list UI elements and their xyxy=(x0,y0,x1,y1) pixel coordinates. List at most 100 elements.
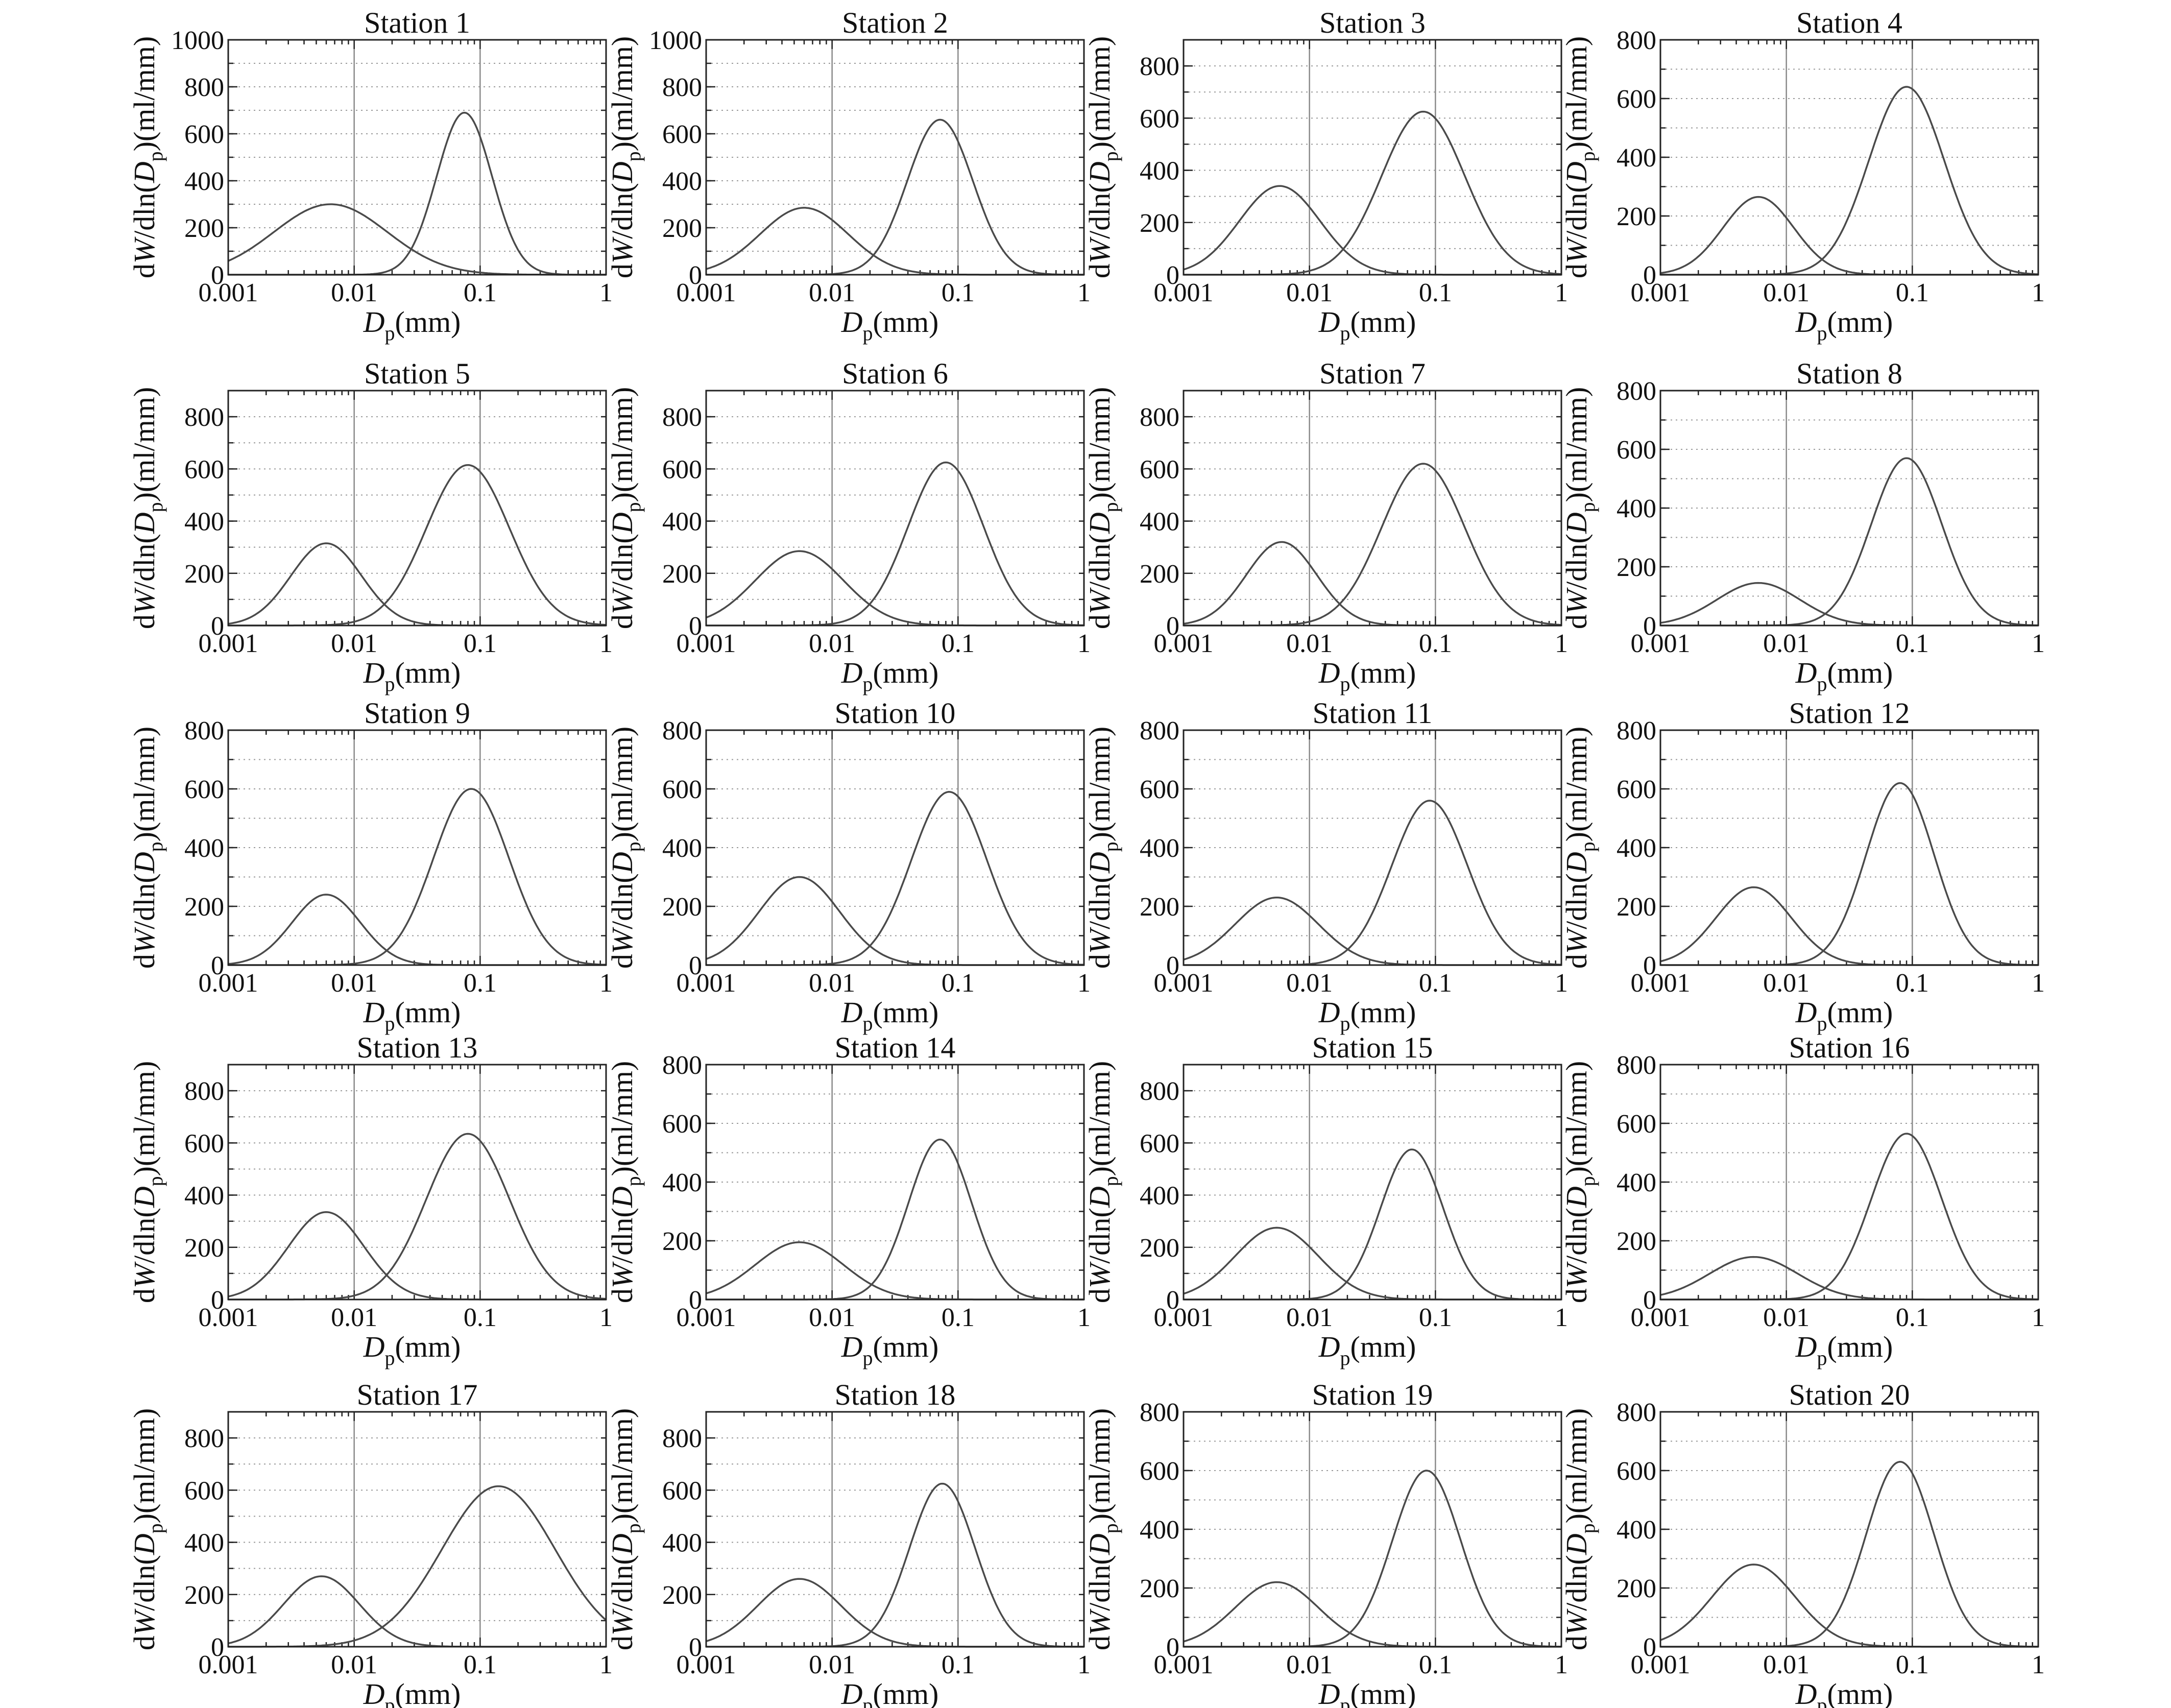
plot-frame xyxy=(227,729,607,966)
y-tick-label: 400 xyxy=(662,167,702,196)
x-axis-label: Dp(mm) xyxy=(363,1677,461,1708)
x-tick-label: 0.1 xyxy=(1419,278,1452,307)
chart-panel-9: 0.001 0.01 0.1 1 0 200 400 600 800 Station 9 Dp(mm… xyxy=(128,696,613,1035)
y-tick-label: 200 xyxy=(1140,893,1179,922)
plot-frame xyxy=(1659,729,2039,966)
y-tick-label: 800 xyxy=(662,716,702,745)
x-axis-label: Dp(mm) xyxy=(363,1330,461,1369)
plot-frame xyxy=(705,1064,1085,1301)
y-axis-label: dW/dln(Dp)(ml/mm) xyxy=(1083,1061,1122,1303)
chart-title: Station 13 xyxy=(357,1031,478,1064)
x-tick-label: 0.001 xyxy=(677,629,736,658)
x-tick-label: 0.01 xyxy=(1286,629,1333,658)
y-axis-label: dW/dln(Dp)(ml/mm) xyxy=(1560,1408,1599,1650)
x-axis-label: Dp(mm) xyxy=(841,996,939,1035)
distribution-curve-2 xyxy=(1660,1133,2039,1301)
y-tick-label: 600 xyxy=(1140,1457,1179,1486)
x-tick-label: 1 xyxy=(1555,1650,1568,1679)
chart-panel-11: 0.001 0.01 0.1 1 0 200 400 600 800 Station 11 Dp(m… xyxy=(1083,696,1568,1035)
plot-frame xyxy=(1183,1411,1562,1648)
y-tick-label: 200 xyxy=(1617,1574,1656,1603)
x-tick-label: 1 xyxy=(599,278,613,307)
y-axis-label: dW/dln(Dp)(ml/mm) xyxy=(606,36,645,278)
y-axis-label: dW/dln(Dp)(ml/mm) xyxy=(1083,36,1122,278)
distribution-curve-1 xyxy=(706,876,1084,966)
x-tick-label: 0.01 xyxy=(1763,1650,1810,1679)
plot-frame xyxy=(705,1411,1085,1648)
y-axis-label: dW/dln(Dp)(ml/mm) xyxy=(128,1061,167,1303)
x-tick-label: 0.1 xyxy=(942,278,975,307)
x-tick-label: 0.1 xyxy=(1419,629,1452,658)
y-tick-label: 800 xyxy=(1617,716,1656,745)
distribution-curve-2 xyxy=(706,1138,1084,1301)
distribution-curve-1 xyxy=(228,1211,606,1301)
x-tick-label: 0.001 xyxy=(1154,969,1214,998)
x-tick-label: 0.1 xyxy=(942,1650,975,1679)
y-axis-label: dW/dln(Dp)(ml/mm) xyxy=(128,1408,167,1650)
distribution-curve-2 xyxy=(1184,110,1562,276)
y-tick-label: 800 xyxy=(1617,26,1656,55)
y-tick-label: 600 xyxy=(662,120,702,149)
y-tick-label: 800 xyxy=(662,1051,702,1080)
y-tick-label: 0 xyxy=(1643,1286,1656,1315)
x-tick-label: 0.1 xyxy=(1896,969,1929,998)
x-tick-label: 1 xyxy=(599,629,613,658)
y-tick-label: 600 xyxy=(1140,104,1179,133)
y-tick-label: 0 xyxy=(1643,612,1656,641)
y-tick-label: 600 xyxy=(184,775,224,804)
y-axis-label: dW/dln(Dp)(ml/mm) xyxy=(1560,1061,1599,1303)
plot-frame xyxy=(1659,39,2039,276)
y-tick-label: 400 xyxy=(184,167,224,196)
y-tick-label: 600 xyxy=(662,775,702,804)
x-tick-label: 0.01 xyxy=(1286,278,1333,307)
y-tick-label: 0 xyxy=(1643,951,1656,980)
x-tick-label: 0.01 xyxy=(1763,969,1810,998)
y-tick-label: 800 xyxy=(1617,1051,1656,1080)
x-tick-label: 0.1 xyxy=(1896,1650,1929,1679)
chart-panel-7: 0.001 0.01 0.1 1 0 200 400 600 800 Station 7 Dp(mm… xyxy=(1083,357,1568,695)
y-tick-label: 200 xyxy=(1617,202,1656,231)
chart-title: Station 11 xyxy=(1313,696,1433,730)
x-tick-label: 1 xyxy=(2032,969,2045,998)
x-tick-label: 1 xyxy=(1077,1650,1091,1679)
chart-panel-17: 0.001 0.01 0.1 1 0 200 400 600 800 Station 17 Dp(m… xyxy=(128,1378,613,1708)
y-tick-label: 200 xyxy=(1140,560,1179,589)
x-tick-label: 0.1 xyxy=(464,1650,497,1679)
y-axis-label: dW/dln(Dp)(ml/mm) xyxy=(606,387,645,629)
x-tick-label: 0.1 xyxy=(464,278,497,307)
distribution-curve-2 xyxy=(1660,782,2038,966)
y-tick-label: 600 xyxy=(662,455,702,484)
distribution-curve-1 xyxy=(228,894,606,966)
y-tick-label: 400 xyxy=(662,1529,702,1558)
distribution-curve-2 xyxy=(1660,86,2039,276)
x-tick-label: 0.01 xyxy=(331,969,377,998)
y-tick-label: 400 xyxy=(184,508,224,537)
chart-title: Station 2 xyxy=(842,6,948,39)
distribution-curve-2 xyxy=(228,464,607,627)
x-tick-label: 1 xyxy=(2032,629,2045,658)
y-tick-label: 800 xyxy=(184,716,224,745)
distribution-curve-1 xyxy=(706,207,1084,276)
x-tick-label: 0.001 xyxy=(1154,1650,1214,1679)
y-tick-label: 200 xyxy=(1617,553,1656,582)
y-axis-label: dW/dln(Dp)(ml/mm) xyxy=(1560,727,1599,969)
x-tick-label: 0.001 xyxy=(1631,278,1691,307)
y-tick-label: 400 xyxy=(184,1529,224,1558)
chart-panel-20: 0.001 0.01 0.1 1 0 200 400 600 800 Station 20 Dp(m… xyxy=(1560,1378,2045,1708)
x-tick-label: 0.001 xyxy=(1631,629,1691,658)
x-tick-label: 1 xyxy=(1077,629,1091,658)
x-tick-label: 0.001 xyxy=(199,1303,258,1332)
y-tick-label: 600 xyxy=(184,455,224,484)
y-tick-label: 800 xyxy=(662,403,702,432)
y-tick-label: 600 xyxy=(1617,436,1656,465)
y-tick-label: 200 xyxy=(662,893,702,922)
y-axis-label: dW/dln(Dp)(ml/mm) xyxy=(128,387,167,629)
chart-panel-4: 0.001 0.01 0.1 1 0 200 400 600 800 Station 4 Dp(mm… xyxy=(1560,6,2045,345)
y-tick-label: 0 xyxy=(211,951,224,980)
x-tick-label: 0.01 xyxy=(1763,278,1810,307)
chart-title: Station 18 xyxy=(835,1378,956,1411)
plot-frame xyxy=(1183,39,1562,276)
y-tick-label: 200 xyxy=(662,560,702,589)
distribution-curve-2 xyxy=(1660,1461,2038,1648)
y-axis-label: dW/dln(Dp)(ml/mm) xyxy=(1083,387,1122,629)
